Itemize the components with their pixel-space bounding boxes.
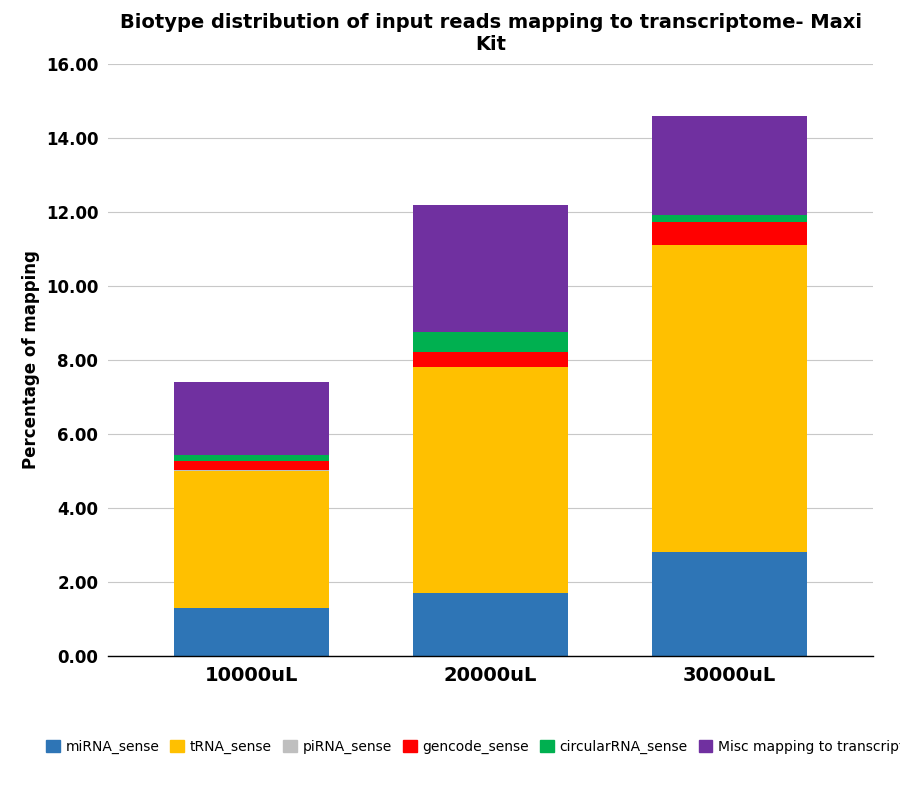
Bar — [652, 246, 807, 552]
Y-axis label: Percentage of mapping: Percentage of mapping — [22, 250, 40, 470]
Bar — [652, 222, 807, 245]
Title: Biotype distribution of input reads mapping to transcriptome- Maxi
Kit: Biotype distribution of input reads mapp… — [120, 13, 861, 54]
Bar — [413, 352, 568, 366]
Bar — [652, 116, 807, 215]
Bar — [413, 367, 568, 593]
Bar — [652, 552, 807, 656]
Bar — [174, 608, 329, 656]
Bar — [413, 205, 568, 331]
Bar — [413, 331, 568, 352]
Bar — [174, 382, 329, 455]
Bar — [174, 455, 329, 461]
Bar — [174, 461, 329, 470]
Bar — [174, 471, 329, 608]
Bar — [413, 593, 568, 656]
Bar — [652, 215, 807, 222]
Legend: miRNA_sense, tRNA_sense, piRNA_sense, gencode_sense, circularRNA_sense, Misc map: miRNA_sense, tRNA_sense, piRNA_sense, ge… — [40, 734, 900, 759]
